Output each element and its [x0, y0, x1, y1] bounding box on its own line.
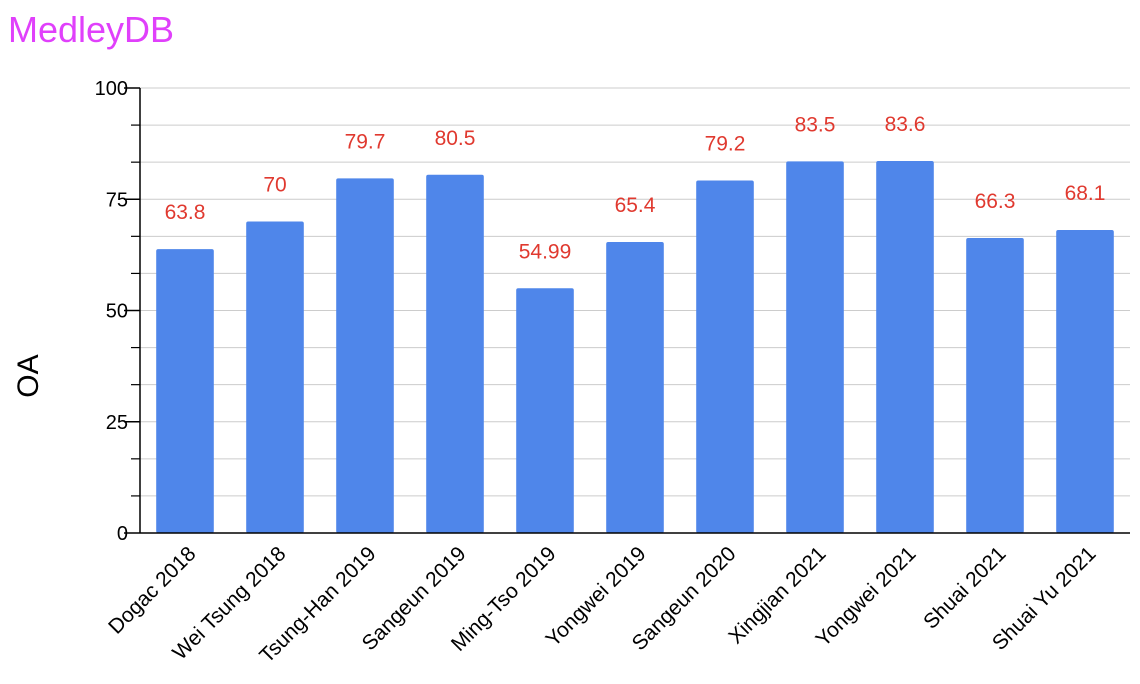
data-label: 63.8: [165, 201, 206, 224]
y-tick-label: 100: [95, 78, 128, 100]
y-tick-label: 0: [117, 523, 128, 545]
y-tick-label: 25: [106, 412, 128, 434]
chart-title: MedleyDB: [8, 9, 174, 50]
data-label: 70: [263, 174, 286, 197]
bar: [606, 241, 664, 533]
data-label: 80.5: [435, 127, 476, 150]
bar: [156, 249, 214, 533]
bar: [246, 221, 304, 533]
data-label: 68.1: [1065, 182, 1106, 205]
y-axis-label: OA: [12, 354, 45, 397]
bar: [786, 161, 844, 534]
data-label: 54.99: [519, 240, 572, 263]
data-label: 65.4: [615, 194, 656, 217]
data-label: 79.7: [345, 130, 386, 153]
bar: [1056, 229, 1114, 533]
bar: [336, 178, 394, 533]
axes: [124, 87, 1130, 534]
x-tick-label: Shuai 2021: [919, 542, 1010, 633]
data-label: 79.2: [705, 133, 746, 156]
bar: [426, 174, 484, 533]
data-label: 83.5: [795, 113, 836, 136]
bars: [156, 160, 1114, 534]
bar: [876, 160, 934, 534]
x-tick-label: Dogac 2018: [104, 542, 200, 638]
bar: [696, 180, 754, 533]
data-label: 66.3: [975, 190, 1016, 213]
data-label: 83.6: [885, 113, 926, 136]
y-tick-label: 50: [106, 301, 128, 323]
bar: [516, 288, 574, 533]
bar: [966, 237, 1024, 533]
y-tick-label: 75: [106, 189, 128, 211]
